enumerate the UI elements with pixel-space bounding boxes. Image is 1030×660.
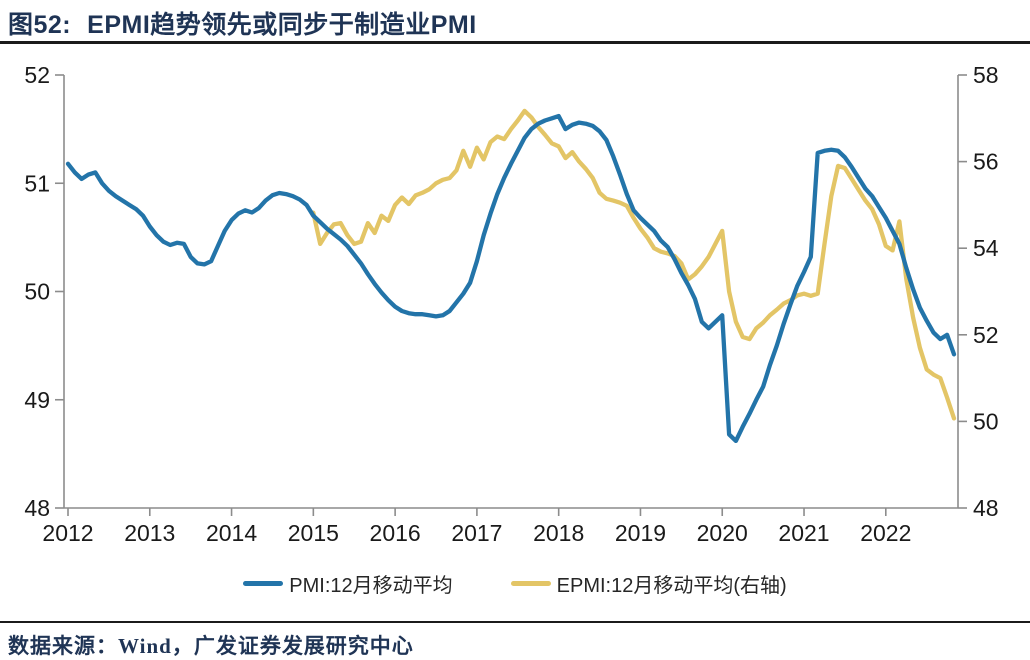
x-axis-label: 2013 (124, 520, 175, 546)
y-axis-right-label: 50 (973, 408, 999, 434)
legend-label-pmi: PMI:12月移动平均 (289, 575, 453, 597)
y-axis-left-label: 49 (24, 387, 50, 413)
title-divider (0, 41, 1030, 44)
footer-divider (0, 621, 1030, 623)
x-axis-label: 2016 (370, 520, 421, 546)
legend-label-epmi: EPMI:12月移动平均(右轴) (556, 575, 787, 597)
y-axis-right-label: 58 (973, 62, 999, 88)
y-axis-left-label: 51 (24, 170, 50, 196)
x-axis-label: 2015 (288, 520, 339, 546)
x-axis-label: 2017 (451, 520, 502, 546)
chart-legend: PMI:12月移动平均 EPMI:12月移动平均(右轴) (0, 569, 1030, 598)
y-axis-right-label: 48 (973, 495, 999, 521)
y-axis-left-label: 52 (24, 62, 50, 88)
epmi-line-swatch (510, 581, 551, 586)
y-axis-right-label: 56 (973, 149, 999, 175)
x-axis-label: 2012 (42, 520, 93, 546)
pmi-line-swatch (243, 581, 284, 586)
y-axis-right-label: 54 (973, 235, 999, 261)
x-axis-label: 2021 (778, 520, 829, 546)
x-axis-label: 2020 (697, 520, 748, 546)
data-source: 数据来源：Wind，广发证券发展研究中心 (8, 634, 414, 658)
y-axis-left-label: 50 (24, 279, 50, 305)
legend-item-pmi: PMI:12月移动平均 (243, 569, 453, 598)
epmi-line (311, 108, 957, 421)
y-axis-left-label: 48 (24, 495, 50, 521)
pmi-line (65, 113, 957, 444)
figure-number: 图52: (8, 11, 72, 39)
legend-item-epmi: EPMI:12月移动平均(右轴) (510, 569, 787, 598)
figure-title: EPMI趋势领先或同步于制造业PMI (87, 11, 477, 39)
page-title: 图52: EPMI趋势领先或同步于制造业PMI (8, 5, 477, 41)
x-axis-label: 2022 (860, 520, 911, 546)
x-axis-label: 2019 (615, 520, 666, 546)
y-axis-right-label: 52 (973, 322, 999, 348)
x-axis-label: 2014 (206, 520, 257, 546)
x-axis-label: 2018 (533, 520, 584, 546)
